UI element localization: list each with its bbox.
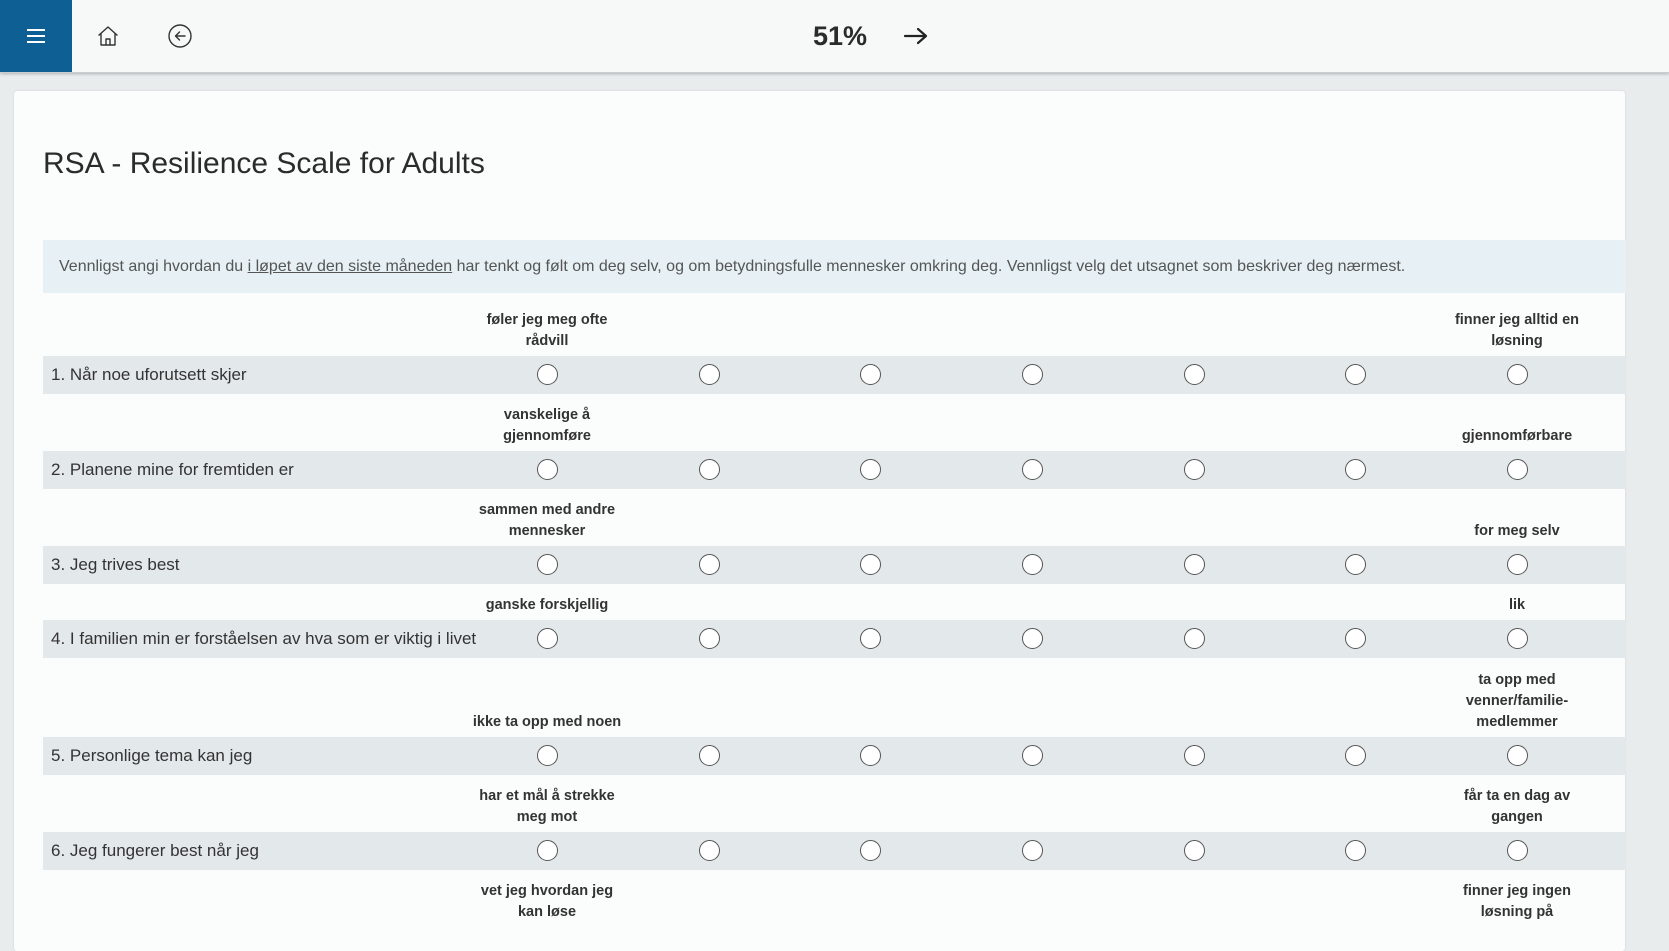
anchor-row: vanskelige å gjennomføre gjennomførbare [43,394,1626,451]
answer-radio-6[interactable] [1344,745,1366,766]
answer-radio-4[interactable] [1021,745,1043,766]
answer-radio-7[interactable] [1506,459,1528,480]
question-row: 4. I familien min er forståelsen av hva … [43,620,1626,658]
answer-radio-4[interactable] [1021,364,1043,385]
answer-radio-1[interactable] [536,459,558,480]
answer-radio-6[interactable] [1344,459,1366,480]
answer-radio-2[interactable] [698,745,720,766]
answer-radio-6[interactable] [1344,840,1366,861]
page-title: RSA - Resilience Scale for Adults [43,147,485,180]
right-anchor-label: lik [1508,597,1526,613]
answer-radio-3[interactable] [859,745,881,766]
circle-arrow-left-icon [168,24,192,48]
answer-radio-4[interactable] [1021,840,1043,861]
instruction-box: Vennligst angi hvordan du i løpet av den… [43,240,1626,293]
home-button[interactable] [90,18,126,54]
right-anchor-label: finner jeg alltid en løsning [1454,312,1580,349]
menu-button[interactable] [0,0,72,72]
right-anchor-label: finner jeg ingen løsning på [1463,883,1571,920]
answer-radio-5[interactable] [1183,745,1205,766]
right-anchor-label: for meg selv [1474,523,1560,539]
question-row: 1. Når noe uforutsett skjer [43,356,1626,394]
answer-radio-5[interactable] [1183,364,1205,385]
hamburger-menu-icon [27,29,45,43]
anchor-row: føler jeg meg ofte rådvill finner jeg all… [43,301,1626,356]
answer-radio-1[interactable] [536,364,558,385]
answer-radio-7[interactable] [1506,554,1528,575]
right-anchor-label: gjennomførbare [1461,428,1573,444]
question-label: 3. Jeg trives best [51,555,180,574]
answer-radio-5[interactable] [1183,554,1205,575]
left-anchor-label: føler jeg meg ofte rådvill [486,312,608,349]
answer-radio-1[interactable] [536,745,558,766]
right-anchor-label: får ta en dag av gangen [1463,788,1571,825]
questionnaire-card: RSA - Resilience Scale for Adults Vennli… [14,91,1626,951]
question-label: 1. Når noe uforutsett skjer [51,365,247,384]
instruction-text-start: Vennligst angi hvordan du [59,258,248,275]
answer-radio-6[interactable] [1344,628,1366,649]
answer-radio-7[interactable] [1506,840,1528,861]
question-label: 2. Planene mine for fremtiden er [51,460,294,479]
answer-radio-7[interactable] [1506,628,1528,649]
home-icon [98,26,118,46]
anchor-row: sammen med andre mennesker for meg selv [43,489,1626,546]
left-anchor-label: vet jeg hvordan jeg kan løse [480,883,614,920]
answer-radio-2[interactable] [698,628,720,649]
answer-radio-6[interactable] [1344,554,1366,575]
left-anchor-label: ganske forskjellig [485,597,609,613]
answer-radio-3[interactable] [859,554,881,575]
answer-radio-4[interactable] [1021,554,1043,575]
answer-radio-2[interactable] [698,840,720,861]
next-button[interactable] [898,18,934,54]
anchor-row: har et mål å strekke meg mot får ta en da… [43,775,1626,832]
answer-radio-1[interactable] [536,554,558,575]
question-label: 6. Jeg fungerer best når jeg [51,841,259,860]
answer-radio-1[interactable] [536,840,558,861]
anchor-row: ikke ta opp med noen ta opp med venner/fa… [43,658,1626,737]
left-anchor-label: har et mål å strekke meg mot [479,788,615,825]
top-bar: 51% [0,0,1669,73]
answer-radio-3[interactable] [859,840,881,861]
answer-radio-5[interactable] [1183,459,1205,480]
answer-radio-6[interactable] [1344,364,1366,385]
answer-radio-5[interactable] [1183,840,1205,861]
arrow-right-icon [903,27,928,45]
answer-radio-2[interactable] [698,364,720,385]
progress-percent: 51% [812,21,868,51]
right-anchor-label: ta opp med venner/familie-medlemmer [1465,672,1569,730]
question-label: 5. Personlige tema kan jeg [51,746,253,765]
left-anchor-label: sammen med andre mennesker [478,502,616,539]
answer-radio-3[interactable] [859,459,881,480]
anchor-row: ganske forskjellig lik [43,584,1626,620]
answer-radio-2[interactable] [698,459,720,480]
answer-radio-1[interactable] [536,628,558,649]
answer-radio-7[interactable] [1506,745,1528,766]
question-label: 4. I familien min er forståelsen av hva … [51,629,477,648]
answer-radio-3[interactable] [859,364,881,385]
answer-radio-5[interactable] [1183,628,1205,649]
instruction-underlined-text: i løpet av den siste måneden [247,258,453,275]
answer-radio-2[interactable] [698,554,720,575]
answer-radio-7[interactable] [1506,364,1528,385]
left-anchor-label: vanskelige å gjennomføre [503,407,591,444]
answer-radio-3[interactable] [859,628,881,649]
question-row: 6. Jeg fungerer best når jeg [43,832,1626,870]
question-row: 3. Jeg trives best [43,546,1626,584]
left-anchor-label: ikke ta opp med noen [472,714,622,730]
answer-radio-4[interactable] [1021,628,1043,649]
answer-radio-4[interactable] [1021,459,1043,480]
anchor-row: vet jeg hvordan jeg kan løse finner jeg i… [43,870,1626,927]
question-row: 2. Planene mine for fremtiden er [43,451,1626,489]
question-row: 5. Personlige tema kan jeg [43,737,1626,775]
instruction-text-end: har tenkt og følt om deg selv, og om bet… [452,258,1406,275]
back-button[interactable] [162,18,198,54]
